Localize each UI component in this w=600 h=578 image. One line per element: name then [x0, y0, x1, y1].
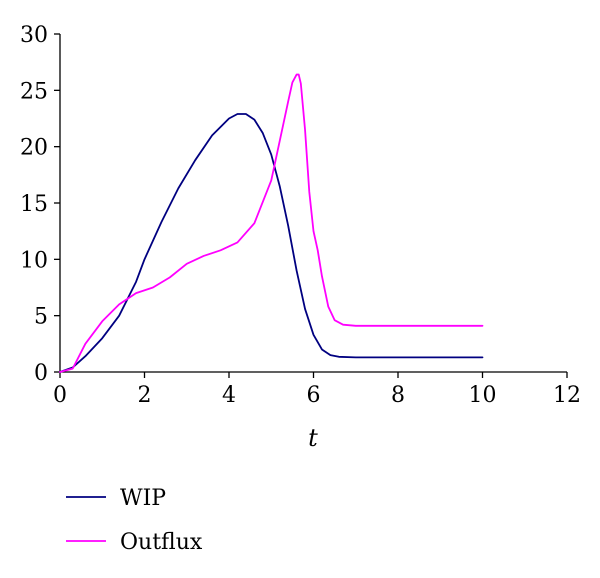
y-tick-label: 15	[20, 192, 48, 217]
x-tick-label: 6	[307, 383, 321, 408]
y-tick-label: 25	[20, 79, 48, 104]
x-tick-label: 10	[469, 383, 497, 408]
y-tick-label: 5	[34, 305, 48, 330]
x-tick-label: 0	[53, 383, 67, 408]
x-axis-title: t	[308, 424, 318, 452]
legend-label-outflux: Outflux	[120, 530, 203, 555]
y-ticks: 0 5 10 15 20 25 30	[20, 23, 60, 386]
legend-label-wip: WIP	[120, 486, 166, 511]
x-tick-label: 8	[391, 383, 405, 408]
y-tick-label: 20	[20, 136, 48, 161]
y-tick-label: 0	[34, 361, 48, 386]
x-tick-label: 12	[553, 383, 581, 408]
x-tick-label: 4	[222, 383, 236, 408]
series-line-wip	[59, 113, 484, 373]
x-tick-label: 2	[138, 383, 152, 408]
y-tick-label: 10	[20, 248, 48, 273]
y-axis: 0 5 10 15 20 25 30	[20, 23, 61, 386]
series-layer	[59, 73, 484, 373]
legend: WIP Outflux	[66, 486, 203, 555]
x-axis: 0 2 4 6 8 10 12	[53, 371, 581, 408]
x-ticks: 0 2 4 6 8 10 12	[53, 372, 581, 408]
series-line-outflux	[59, 73, 484, 373]
y-tick-label: 30	[20, 23, 48, 48]
